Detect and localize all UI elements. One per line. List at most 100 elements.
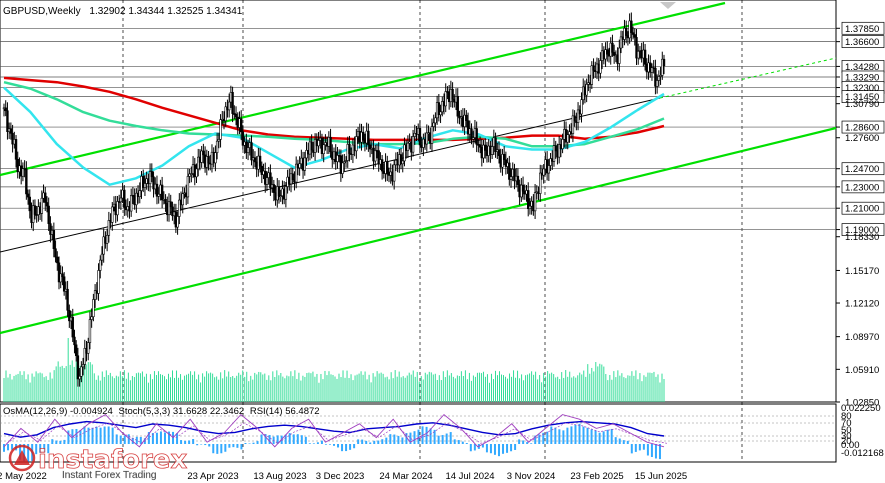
candle-body [21, 168, 25, 177]
candle-body [47, 205, 50, 224]
candle-body [167, 201, 171, 216]
candle-body [527, 190, 530, 210]
candle-body [88, 319, 92, 343]
date-axis-label: 23 Feb 2025 [570, 471, 623, 482]
candle-body [661, 58, 664, 76]
candle-body [470, 128, 473, 140]
candle-body [143, 183, 147, 188]
candle-body [322, 144, 325, 154]
candle-body [303, 157, 306, 171]
stoch-label: Stoch(5,3,3) 31.6628 22.3462 [118, 406, 244, 417]
candle-body [406, 142, 410, 151]
candle-body [465, 114, 468, 121]
indicator-header: OsMA(12,26,9) -0.004924 Stoch(5,3,3) 31.… [3, 406, 320, 417]
date-axis-label: 13 Aug 2023 [253, 471, 306, 482]
candle-body [178, 199, 181, 217]
candle-body [66, 288, 69, 311]
candle-body [102, 236, 105, 255]
date-axis-label: 15 Jun 2025 [635, 471, 687, 482]
candle-body [40, 197, 44, 214]
trendline-extension [659, 57, 837, 99]
main-plot-frame [0, 0, 837, 403]
candle-body [207, 156, 210, 164]
price-axis-label: 1.30790 [845, 99, 879, 110]
candle-body [123, 189, 126, 208]
candle-body [107, 220, 111, 236]
candle-body [573, 115, 576, 122]
candle-body [119, 197, 123, 203]
date-axis-label: 3 Nov 2024 [507, 471, 556, 482]
candle-body [430, 126, 434, 144]
candle-body [444, 91, 447, 107]
candle-body [6, 110, 9, 132]
candle-body [11, 133, 14, 145]
candle-body [45, 202, 49, 207]
candle-body [611, 42, 614, 53]
candle-body [9, 128, 13, 134]
candle-body [169, 201, 172, 208]
candle-body [83, 347, 86, 365]
candle-body [367, 130, 370, 146]
candle-body [171, 206, 174, 217]
candle-body [116, 201, 119, 216]
candle-body [157, 193, 160, 197]
candle-body [466, 120, 470, 135]
rsi-label: RSI(14) 56.4872 [250, 406, 320, 417]
candle-body [272, 184, 276, 193]
candle-body [49, 223, 52, 235]
price-level-box [841, 162, 885, 176]
candle-body [619, 36, 623, 49]
osma-label: OsMA(12,26,9) -0.004924 [3, 406, 113, 417]
candle-body [599, 60, 602, 74]
watermark-brand: instaforex [38, 445, 188, 475]
candle-body [539, 172, 542, 194]
candle-body [217, 139, 221, 142]
candle-body [441, 101, 444, 113]
candle-body [542, 168, 545, 176]
candle-body [160, 184, 164, 201]
candle-body [434, 117, 437, 124]
candlesticks [2, 12, 666, 387]
candle-body [368, 144, 372, 150]
price-level-box [841, 35, 885, 48]
candle-body [100, 253, 104, 261]
candle-body [135, 192, 138, 206]
candle-body [502, 153, 506, 161]
price-axis-label: 1.27600 [845, 133, 879, 144]
candle-body [44, 192, 47, 203]
indicator-axis-label: 30 [841, 431, 852, 442]
candle-body [78, 376, 81, 380]
ohlc-values: 1.32902 1.34344 1.32525 1.34341 [89, 6, 242, 17]
price-axis-label: 1.33290 [845, 72, 879, 83]
symbol-timeframe: GBPUSD,Weekly [3, 6, 81, 17]
candle-body [129, 195, 133, 212]
candle-body [246, 147, 250, 154]
candle-body [528, 205, 532, 210]
candle-body [294, 163, 298, 183]
price-axis-label: 1.15170 [845, 266, 879, 277]
candle-body [612, 52, 616, 56]
indicator-axis-label: 50 [841, 425, 852, 436]
candle-body [317, 140, 320, 147]
candle-body [557, 144, 561, 158]
candle-body [35, 214, 38, 216]
candle-body [164, 199, 167, 204]
logo-ring-icon [8, 444, 36, 472]
candle-body [234, 113, 238, 118]
candle-body [392, 164, 396, 182]
candle-body [90, 316, 93, 320]
candle-body [657, 76, 661, 81]
candle-body [437, 102, 441, 116]
candle-body [659, 75, 662, 77]
candle-body [580, 99, 583, 115]
candle-body [68, 309, 71, 322]
candle-body [142, 176, 145, 188]
candle-body [155, 183, 159, 197]
candle-body [87, 342, 90, 354]
indicator-axis-label: 70 [841, 418, 852, 429]
candle-body [269, 172, 272, 189]
channel-upper-line [0, 1, 726, 177]
price-axis-label: 1.34280 [845, 62, 879, 73]
candle-body [631, 32, 635, 35]
